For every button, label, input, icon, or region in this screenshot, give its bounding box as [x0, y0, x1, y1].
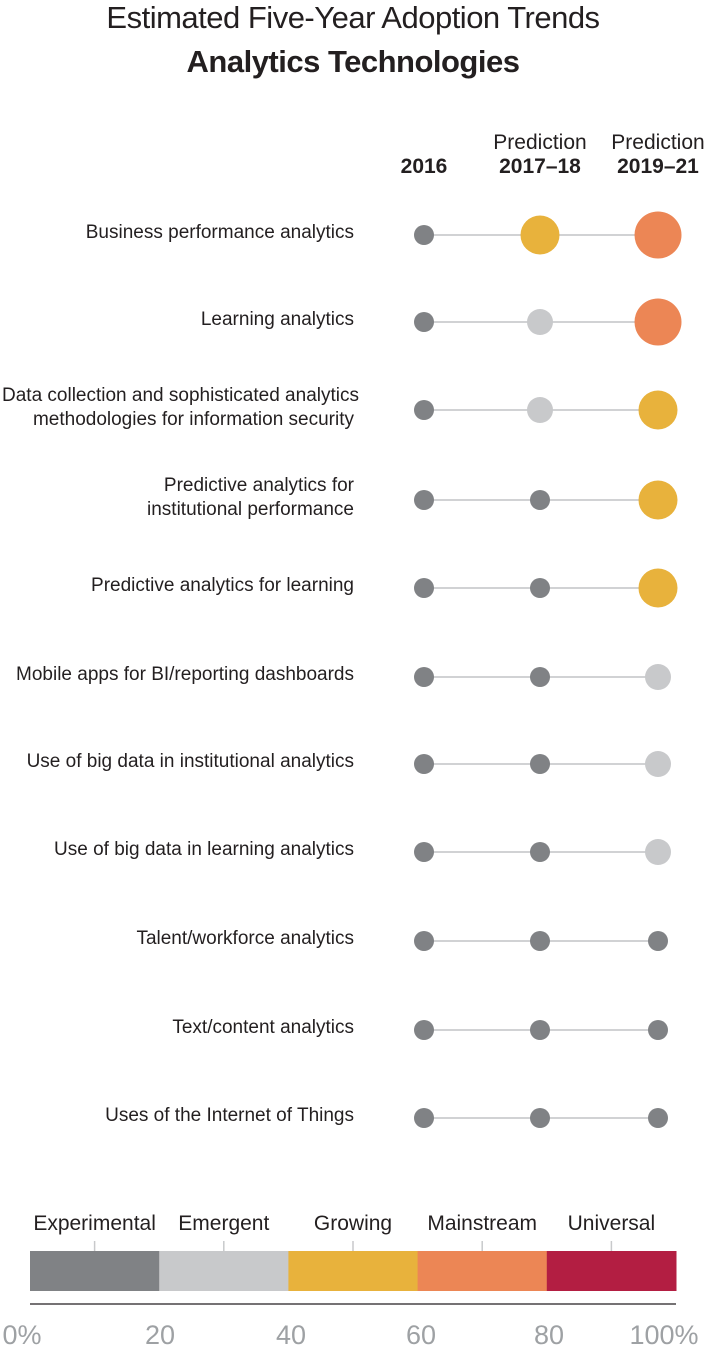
adoption-dot: [530, 842, 550, 862]
legend-label: Universal: [567, 1212, 656, 1235]
adoption-dot: [530, 754, 550, 774]
column-header-period: 2019–21: [617, 155, 699, 178]
column-header-1: Prediction 2017–18: [470, 131, 610, 179]
adoption-dot: [634, 211, 682, 259]
row-label: Learning analytics: [200, 309, 354, 330]
row-label: Uses of the Internet of Things: [105, 1105, 354, 1126]
legend-segment: [288, 1251, 419, 1291]
legend-label: Experimental: [33, 1212, 156, 1235]
column-header-0: 2016: [354, 155, 494, 179]
scale-tick-label: 80: [533, 1320, 565, 1350]
legend-segment: [30, 1251, 160, 1291]
legend-segment: [159, 1251, 289, 1291]
scale-tick-label: 60: [405, 1320, 437, 1350]
row-label: Business performance analytics: [85, 222, 354, 243]
adoption-dot: [645, 839, 671, 865]
legend-label: Mainstream: [427, 1212, 538, 1235]
adoption-dot: [414, 490, 434, 510]
adoption-dot: [648, 1020, 668, 1040]
adoption-dot: [414, 1020, 434, 1040]
adoption-dot: [530, 667, 550, 687]
row-label: Mobile apps for BI/reporting dashboards: [16, 664, 354, 685]
adoption-dot: [530, 1108, 550, 1128]
adoption-dot: [648, 931, 668, 951]
adoption-dot: [414, 225, 434, 245]
adoption-dot: [527, 397, 553, 423]
adoption-dot: [530, 1020, 550, 1040]
legend-segment: [417, 1251, 548, 1291]
adoption-dot: [638, 390, 678, 430]
adoption-dot: [638, 568, 678, 608]
adoption-dot: [414, 842, 434, 862]
column-header-period: 2017–18: [499, 155, 581, 178]
adoption-dot: [530, 931, 550, 951]
row-label: Predictive analytics for institutional pe…: [147, 475, 354, 520]
row-label: Text/content analytics: [172, 1017, 354, 1038]
scale-tick-label: 100%: [629, 1320, 699, 1350]
adoption-dot: [645, 664, 671, 690]
adoption-dot: [414, 312, 434, 332]
column-header-2: Prediction 2019–21: [588, 131, 706, 179]
column-header-prefix: Prediction: [493, 131, 587, 154]
row-label: Data collection and sophisticated analyt…: [2, 385, 359, 430]
adoption-dot: [634, 298, 682, 346]
row-label: Talent/workforce analytics: [136, 928, 354, 949]
adoption-dot: [414, 667, 434, 687]
adoption-dot: [645, 751, 671, 777]
adoption-dot: [638, 480, 678, 520]
legend-segment: [546, 1251, 677, 1291]
adoption-dot: [414, 578, 434, 598]
legend-label: Growing: [313, 1212, 393, 1235]
column-header-prefix: Prediction: [611, 131, 705, 154]
adoption-dot: [520, 215, 560, 255]
adoption-dot: [527, 309, 553, 335]
row-label: Predictive analytics for learning: [91, 575, 354, 596]
column-header-period: 2016: [400, 155, 448, 178]
chart-subtitle: Analytics Technologies: [186, 44, 520, 79]
adoption-dot: [414, 400, 434, 420]
adoption-dot: [648, 1108, 668, 1128]
legend-label: Emergent: [178, 1212, 270, 1235]
chart-title: Estimated Five-Year Adoption Trends: [106, 0, 600, 35]
scale-tick-label: 20: [144, 1320, 176, 1350]
adoption-dot: [414, 931, 434, 951]
adoption-dot: [530, 578, 550, 598]
adoption-dot: [530, 490, 550, 510]
row-label: Use of big data in learning analytics: [54, 839, 354, 860]
adoption-dot: [414, 1108, 434, 1128]
adoption-dot: [414, 754, 434, 774]
scale-tick-label: 0%: [2, 1320, 42, 1350]
row-label: Use of big data in institutional analyti…: [26, 751, 354, 772]
scale-tick-label: 40: [275, 1320, 307, 1350]
